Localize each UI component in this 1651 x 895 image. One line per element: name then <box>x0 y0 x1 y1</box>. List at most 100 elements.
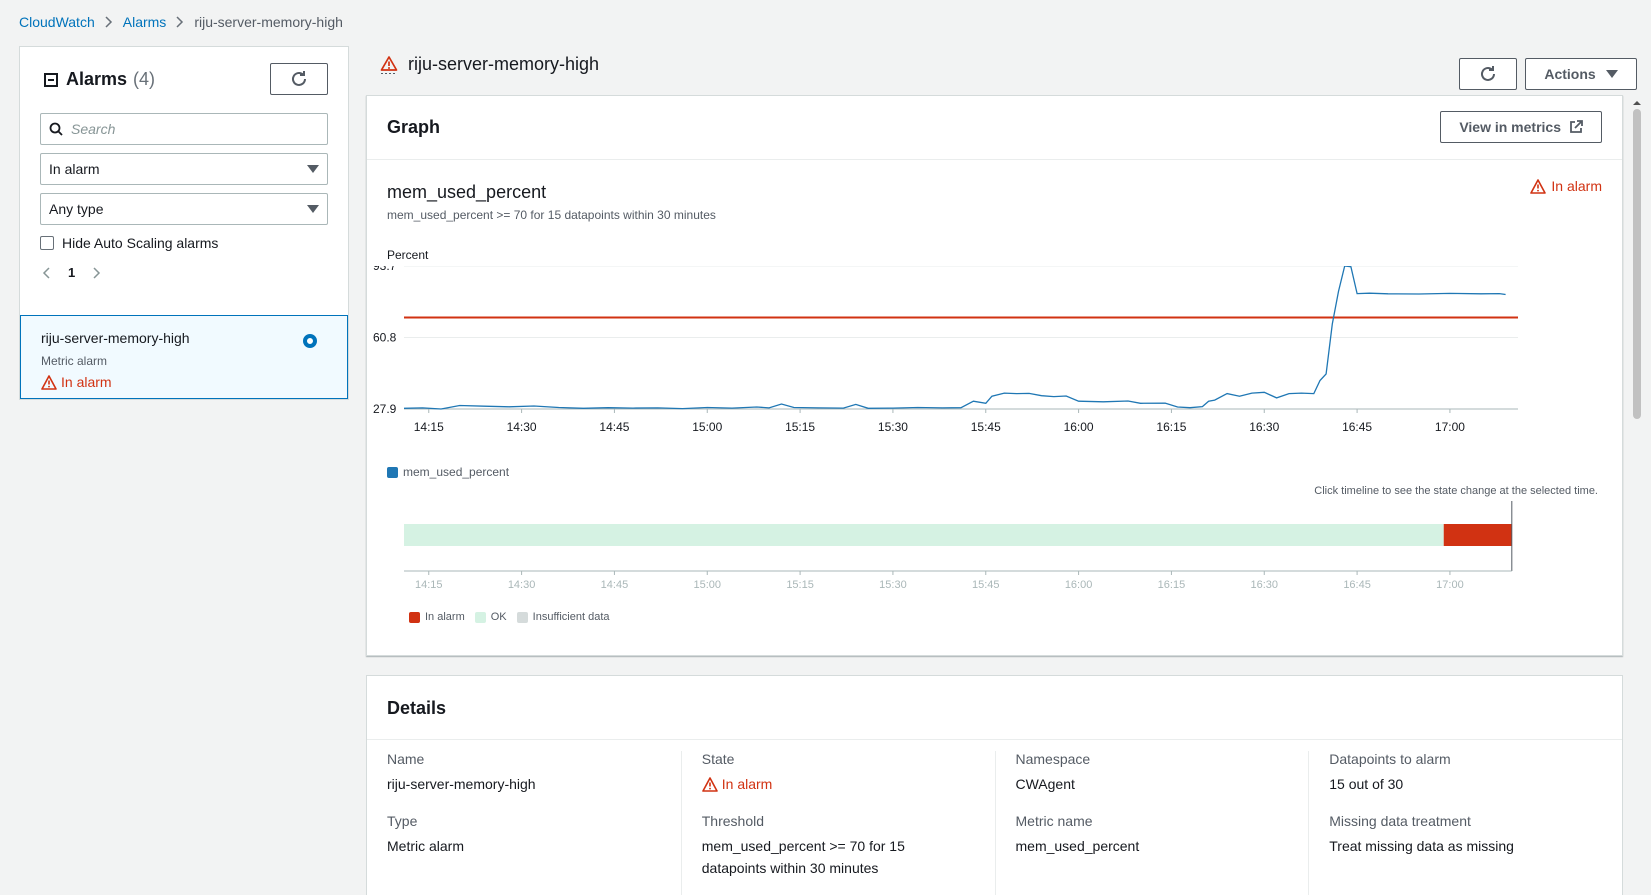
details-panel: Details Name riju-server-memory-high Typ… <box>366 675 1623 895</box>
legend-label: mem_used_percent <box>403 465 510 479</box>
legend-in-alarm-label: In alarm <box>425 611 465 623</box>
timeline-segment-in-alarm <box>1443 524 1512 546</box>
graph-panel: Graph View in metrics mem_used_percent m… <box>366 95 1623 656</box>
y-tick-label: 27.9 <box>373 402 397 416</box>
breadcrumb: CloudWatch Alarms riju-server-memory-hig… <box>19 14 343 30</box>
external-link-icon <box>1570 120 1583 133</box>
metric-description: mem_used_percent >= 70 for 15 datapoints… <box>387 208 716 222</box>
detail-label: Datapoints to alarm <box>1329 751 1451 767</box>
x-tick-label: 15:00 <box>692 420 722 434</box>
alarm-search-field[interactable] <box>40 113 328 145</box>
actions-dropdown-button[interactable]: Actions <box>1525 58 1637 90</box>
legend-swatch <box>409 611 420 623</box>
details-column: Datapoints to alarm 15 out of 30 Missing… <box>1308 751 1622 895</box>
hide-autoscaling-checkbox[interactable] <box>40 236 54 250</box>
legend-swatch <box>516 611 528 623</box>
detail-label: Missing data treatment <box>1329 813 1471 829</box>
timeline-tick-label: 16:30 <box>1250 579 1278 591</box>
detail-value: 15 out of 30 <box>1329 776 1404 792</box>
timeline-tick-label: 16:45 <box>1343 579 1371 591</box>
details-title: Details <box>387 698 447 718</box>
caret-down-icon <box>1605 70 1618 78</box>
breadcrumb-alarms[interactable]: Alarms <box>122 14 167 30</box>
page-number[interactable]: 1 <box>68 265 76 280</box>
warning-icon <box>1530 178 1547 194</box>
legend-insufficient-label: Insufficient data <box>532 611 610 623</box>
timeline-tick-label: 14:45 <box>601 579 629 591</box>
chevron-right-icon <box>176 16 184 28</box>
y-tick-label: 60.8 <box>373 331 397 345</box>
detail-value: Metric alarm <box>387 838 465 854</box>
timeline-tick-label: 15:30 <box>879 579 907 591</box>
detail-field-metric-name: Metric name mem_used_percent <box>1016 813 1289 857</box>
chart-legend[interactable]: mem_used_percent <box>387 465 509 479</box>
metric-line-chart[interactable]: 27.9 60.8 93.7 14:15 14:30 14:45 15:00 15:15 15:… <box>367 266 1622 466</box>
refresh-button[interactable] <box>1459 58 1517 90</box>
metric-title: mem_used_percent <box>387 182 547 202</box>
alarm-title: riju-server-memory-high <box>408 54 600 74</box>
hide-autoscaling-label: Hide Auto Scaling alarms <box>62 235 219 251</box>
search-icon <box>49 122 63 136</box>
detail-label: Name <box>387 751 425 767</box>
page-scrollbar[interactable] <box>1630 95 1644 895</box>
x-tick-label: 15:45 <box>971 420 1001 434</box>
state-timeline[interactable]: 14:15 14:30 14:45 15:00 15:15 15:30 15:45 16:00… <box>367 501 1622 601</box>
refresh-alarms-button[interactable] <box>270 63 328 95</box>
alarm-select-radio[interactable] <box>303 334 317 348</box>
series-line-mem_used_percent <box>403 266 1506 410</box>
detail-label: Namespace <box>1015 751 1091 767</box>
details-column: Name riju-server-memory-high Type Metric… <box>367 751 681 895</box>
search-input[interactable] <box>71 121 301 137</box>
y-axis-unit-label: Percent <box>387 248 429 262</box>
details-panel-header: Details <box>367 676 1622 740</box>
state-filter-value: In alarm <box>49 161 100 177</box>
view-in-metrics-label: View in metrics <box>1459 119 1561 135</box>
details-column: Namespace CWAgent Metric name mem_used_p… <box>994 751 1309 895</box>
scrollbar-thumb[interactable] <box>1633 109 1641 419</box>
alarm-list-item[interactable]: riju-server-memory-high Metric alarm In … <box>20 315 348 399</box>
state-legend: In alarm OK Insufficient data <box>409 611 610 623</box>
alarm-item-type: Metric alarm <box>41 354 108 368</box>
x-tick-label: 15:30 <box>878 420 908 434</box>
timeline-tick-label: 14:15 <box>415 579 443 591</box>
chevron-right-icon <box>105 16 113 28</box>
collapse-icon[interactable] <box>44 72 58 87</box>
refresh-icon <box>1481 66 1495 81</box>
view-in-metrics-button[interactable]: View in metrics <box>1440 111 1602 143</box>
breadcrumb-cloudwatch[interactable]: CloudWatch <box>19 14 95 30</box>
detail-value: Treat missing data as missing <box>1329 838 1514 854</box>
type-filter-select[interactable]: Any type <box>40 193 328 225</box>
x-tick-label: 16:30 <box>1249 420 1279 434</box>
alarms-panel-header: Alarms (4) <box>44 69 155 90</box>
state-filter-select[interactable]: In alarm <box>40 153 328 185</box>
x-tick-label: 14:45 <box>599 420 629 434</box>
chevron-right-icon[interactable] <box>93 266 101 279</box>
detail-state-label: In alarm <box>721 776 773 792</box>
refresh-icon <box>292 71 306 86</box>
detail-label: Type <box>387 813 418 829</box>
timeline-tick-label: 15:15 <box>786 579 814 591</box>
chevron-left-icon[interactable] <box>42 266 50 279</box>
x-tick-label: 15:15 <box>785 420 815 434</box>
alarms-panel-title: Alarms <box>66 69 128 89</box>
metric-state: In alarm <box>1530 178 1602 194</box>
warning-icon <box>701 776 718 792</box>
x-tick-label: 14:30 <box>507 420 537 434</box>
detail-field-name: Name riju-server-memory-high <box>387 751 661 795</box>
x-tick-label: 16:45 <box>1342 420 1372 434</box>
detail-value: riju-server-memory-high <box>387 776 536 792</box>
legend-swatch <box>387 466 398 478</box>
detail-field-namespace: Namespace CWAgent <box>1016 751 1289 795</box>
alarm-item-name: riju-server-memory-high <box>41 330 190 346</box>
detail-field-missing-data: Missing data treatment Treat missing dat… <box>1329 813 1602 857</box>
hide-autoscaling-row[interactable]: Hide Auto Scaling alarms <box>40 235 218 251</box>
alarm-item-state: In alarm <box>41 374 112 390</box>
x-tick-label: 17:00 <box>1435 420 1465 434</box>
scroll-up-icon[interactable] <box>1630 98 1644 108</box>
timeline-hint: Click timeline to see the state change a… <box>1314 485 1598 497</box>
type-filter-value: Any type <box>49 201 104 217</box>
timeline-tick-label: 14:30 <box>508 579 536 591</box>
timeline-tick-label: 15:45 <box>972 579 1000 591</box>
details-column: State In alarm Threshold mem_used_percen… <box>680 751 995 895</box>
legend-ok-label: OK <box>490 611 507 623</box>
